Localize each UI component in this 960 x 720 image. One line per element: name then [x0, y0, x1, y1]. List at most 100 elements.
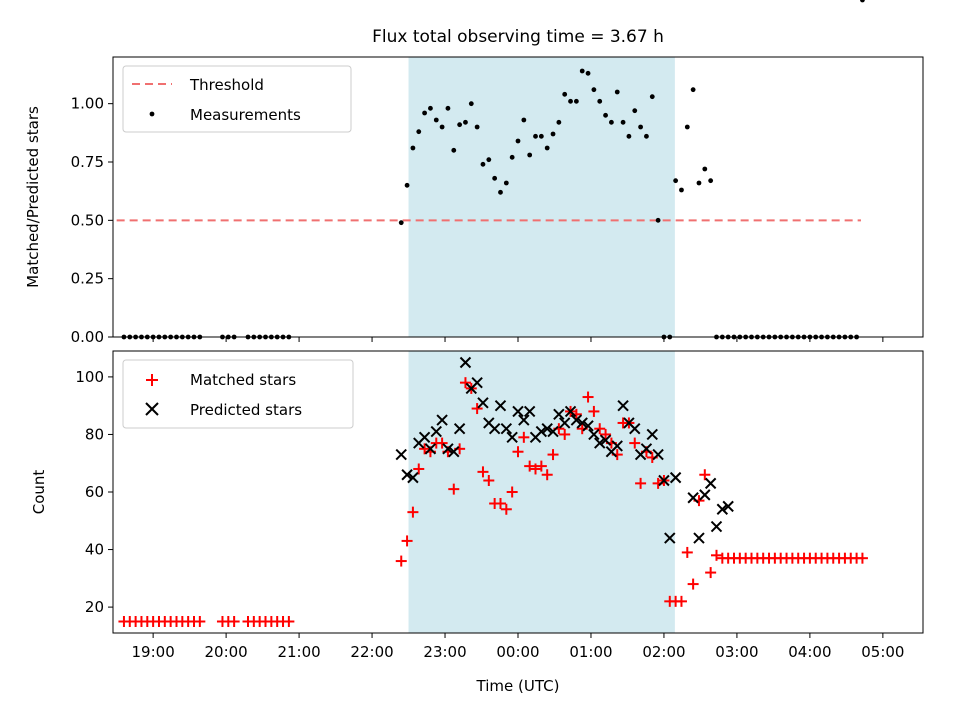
predicted-star-point [553, 408, 565, 421]
predicted-star-point [448, 446, 460, 458]
measurement-point [690, 87, 696, 93]
predicted-star-point [459, 356, 472, 369]
bottom-observing-span [408, 351, 675, 633]
measurement-point [503, 180, 509, 186]
predicted-star-point [500, 422, 513, 435]
predicted-star-point [547, 425, 559, 438]
matched-star-point [705, 567, 717, 579]
matched-star-point [530, 463, 542, 475]
predicted-star-point [436, 414, 448, 426]
legend-measurements-label: Measurements [190, 106, 301, 124]
legend-matched-swatch [146, 374, 158, 386]
x-tick-label: 05:00 [861, 643, 904, 661]
predicted-star-point [576, 417, 588, 429]
bottom-legend-box [122, 359, 354, 429]
predicted-star-point [722, 500, 734, 513]
matched-star-point [471, 403, 483, 415]
measurement-point [457, 122, 463, 128]
x-tick-label: 00:00 [496, 643, 539, 661]
predicted-star-point [407, 471, 419, 484]
matched-star-point [681, 546, 693, 558]
bottom-y-axis: 20 40 60 80 100 [75, 368, 113, 616]
x-tick-label: 01:00 [569, 643, 612, 661]
predicted-star-point [430, 425, 442, 438]
matched-star-point [582, 391, 594, 403]
bottom-panel: 20 40 60 80 100 19:00 20:00 21:00 22:00 23:00 00:… [30, 350, 924, 695]
matched-star-point [436, 437, 448, 449]
bottom-x-axis: 19:00 20:00 21:00 22:00 23:00 00:00 01:00 02:00… [132, 633, 904, 661]
predicted-star-point [418, 431, 431, 444]
predicted-star-point [477, 397, 489, 409]
predicted-stars-series [395, 356, 734, 544]
chart-title: Flux total observing time = 3.67 h [372, 27, 664, 47]
predicted-star-point [541, 422, 553, 435]
matched-stars-series [118, 377, 868, 627]
predicted-star-point [535, 425, 548, 438]
legend-predicted-label: Predicted stars [190, 401, 302, 419]
predicted-star-point [664, 532, 676, 544]
predicted-star-point [506, 431, 518, 444]
measurement-point [422, 110, 427, 116]
measurement-point [562, 91, 568, 97]
matched-star-point [477, 466, 489, 478]
y-tick-label: 1.00 [71, 95, 104, 113]
measurement-point [579, 68, 585, 74]
measurement-point [573, 98, 579, 104]
matched-star-point [635, 477, 647, 489]
matched-star-point [194, 615, 206, 627]
y-tick-label: 60 [85, 483, 104, 501]
top-legend-box [122, 65, 352, 133]
matched-star-point [594, 423, 606, 435]
matched-star-point [629, 437, 641, 449]
matched-star-point [535, 460, 547, 472]
predicted-star-point [570, 414, 583, 426]
measurement-point [492, 175, 498, 181]
predicted-star-point [582, 420, 594, 432]
predicted-star-point [599, 434, 612, 446]
y-tick-label: 0.25 [71, 270, 104, 288]
x-tick-label: 22:00 [350, 643, 393, 661]
matched-star-point [283, 615, 295, 627]
matched-star-point [506, 486, 518, 498]
top-observing-span [408, 57, 675, 337]
x-tick-label: 21:00 [277, 643, 320, 661]
predicted-star-point [488, 422, 501, 435]
top-legend: Threshold Measurements [122, 65, 352, 133]
predicted-star-point [716, 503, 729, 515]
measurement-point [644, 133, 649, 139]
y-tick-label: 0.75 [71, 153, 104, 171]
x-tick-label: 02:00 [642, 643, 685, 661]
measurement-point [568, 98, 573, 104]
measurement-point [428, 105, 433, 111]
measurement-point [632, 108, 638, 114]
x-tick-label: 19:00 [132, 643, 175, 661]
measurement-point [708, 178, 714, 184]
measurement-point [620, 119, 626, 125]
predicted-star-point [629, 422, 641, 435]
predicted-star-point [471, 376, 483, 389]
measurement-point [649, 94, 655, 100]
measurement-point [603, 112, 608, 118]
predicted-star-point [646, 428, 658, 441]
predicted-star-point [512, 405, 524, 418]
measurement-point [609, 119, 614, 125]
measurement-point [533, 133, 538, 139]
measurement-point [480, 161, 486, 167]
matched-star-point [401, 535, 413, 547]
measurement-point [614, 89, 620, 95]
predicted-star-point [704, 477, 717, 490]
x-tick-label: 23:00 [423, 643, 466, 661]
matched-star-point [699, 469, 711, 481]
matched-star-point [518, 431, 530, 443]
measurement-point [538, 133, 544, 139]
matched-star-point [524, 460, 536, 472]
measurement-point [585, 70, 591, 76]
measurement-point [544, 145, 550, 151]
predicted-star-point [652, 448, 664, 461]
top-panel: Flux total observing time = 3.67 h 0.000… [24, 0, 924, 346]
predicted-star-point [699, 489, 711, 501]
measurement-point [509, 154, 515, 160]
measurement-point [404, 182, 410, 188]
measurement-point [410, 145, 416, 151]
